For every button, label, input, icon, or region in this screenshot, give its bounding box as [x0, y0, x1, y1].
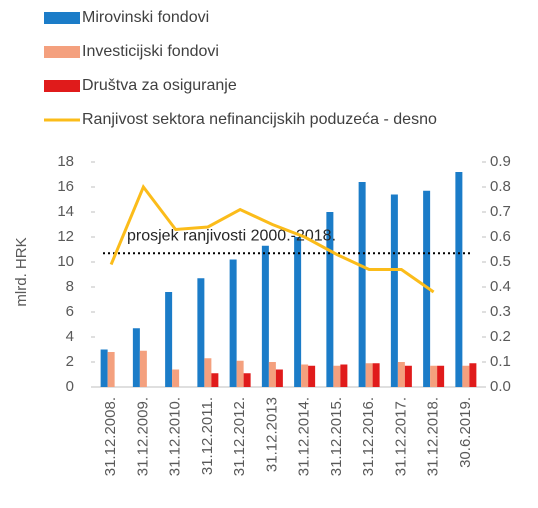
x-tick-label: 31.12.2009. — [134, 397, 151, 476]
bar — [301, 364, 309, 387]
bar — [132, 328, 140, 387]
y2-tick-label: 0.2 — [490, 328, 511, 345]
bar — [340, 364, 348, 387]
y-tick-label: 18 — [57, 153, 74, 170]
bar — [372, 363, 380, 387]
y2-tick-label: 0.8 — [490, 178, 511, 195]
bar — [229, 259, 237, 387]
y2-tick-label: 0.0 — [490, 378, 511, 395]
bar — [236, 360, 244, 387]
x-tick-label: 31.12.2012. — [231, 397, 248, 476]
y-tick-label: 16 — [57, 178, 74, 195]
bar — [404, 365, 412, 387]
bar — [197, 278, 205, 387]
y-tick-label: 12 — [57, 228, 74, 245]
y2-tick-label: 0.5 — [490, 253, 511, 270]
bar — [268, 362, 276, 387]
bar — [469, 363, 477, 387]
y-tick-label: 6 — [66, 303, 74, 320]
bar — [365, 363, 373, 387]
y2-tick-label: 0.9 — [490, 153, 511, 170]
legend-label: Društva za osiguranje — [82, 77, 237, 94]
y-tick-label: 0 — [66, 378, 74, 395]
bar — [211, 373, 219, 387]
bar — [275, 369, 283, 387]
x-tick-label: 31.12.2013 — [263, 397, 280, 472]
bar — [437, 365, 445, 387]
legend-swatch — [44, 46, 80, 58]
bar — [308, 365, 316, 387]
y2-tick-label: 0.7 — [490, 203, 511, 220]
x-tick-label: 31.12.2017. — [392, 397, 409, 476]
bar — [326, 212, 334, 387]
legend-label: Investicijski fondovi — [82, 43, 219, 60]
bar — [455, 172, 463, 387]
bar — [430, 365, 438, 387]
y2-tick-label: 0.1 — [490, 353, 511, 370]
bar — [100, 349, 108, 387]
y-tick-label: 2 — [66, 353, 74, 370]
x-tick-label: 31.12.2015. — [328, 397, 345, 476]
y-tick-label: 8 — [66, 278, 74, 295]
bar — [165, 292, 173, 387]
bar — [204, 358, 212, 387]
y-axis-label: mlrd. HRK — [13, 237, 30, 306]
y-tick-label: 10 — [57, 253, 74, 270]
annotation: prosjek ranjivosti 2000.-2018. — [127, 227, 336, 244]
y-tick-label: 4 — [66, 328, 74, 345]
bar — [294, 237, 302, 387]
x-tick-label: 31.12.2016. — [360, 397, 377, 476]
legend-label: Mirovinski fondovi — [82, 9, 209, 26]
x-tick-label: 30.6.2019. — [457, 397, 474, 468]
legend-label: Ranjivost sektora nefinancijskih poduzeć… — [82, 111, 437, 128]
bar — [172, 369, 180, 387]
bar — [333, 365, 341, 387]
y2-tick-label: 0.3 — [490, 303, 511, 320]
legend-swatch — [44, 12, 80, 24]
bar — [139, 350, 147, 387]
bar — [358, 182, 366, 387]
x-tick-label: 31.12.2011. — [199, 397, 216, 475]
bar — [243, 373, 251, 387]
bar — [261, 245, 269, 387]
y2-tick-label: 0.6 — [490, 228, 511, 245]
x-tick-label: 31.12.2014. — [296, 397, 313, 476]
x-tick-label: 31.12.2008. — [102, 397, 119, 476]
legend-swatch — [44, 80, 80, 92]
x-tick-label: 31.12.2018. — [425, 397, 442, 476]
bar — [397, 362, 405, 387]
bar — [462, 365, 470, 387]
bar — [107, 352, 115, 387]
y-tick-label: 14 — [57, 203, 74, 220]
y2-tick-label: 0.4 — [490, 278, 511, 295]
line — [109, 184, 435, 294]
x-tick-label: 31.12.2010. — [167, 397, 184, 476]
bar — [390, 194, 398, 387]
